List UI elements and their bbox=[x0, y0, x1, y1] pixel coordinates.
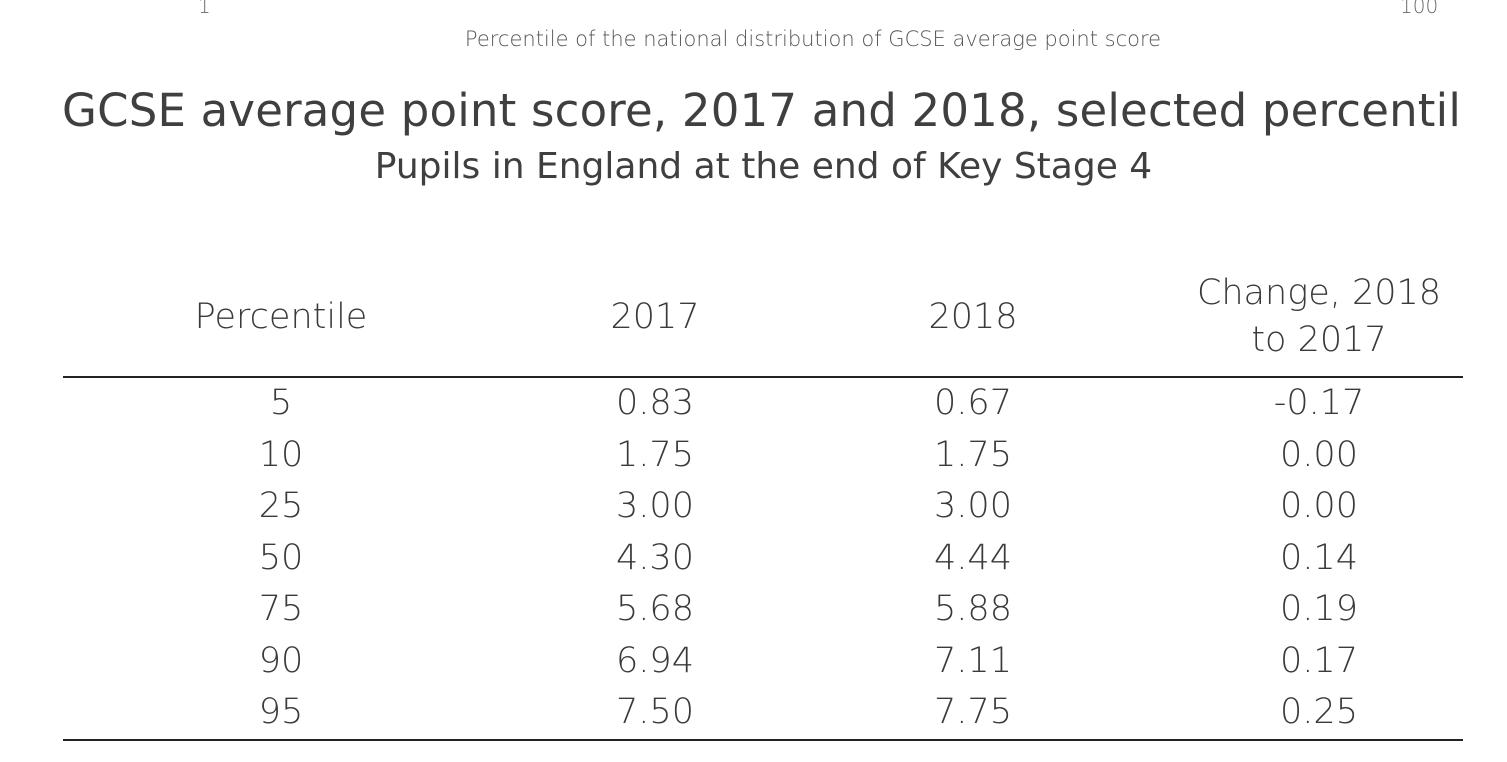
table-row: 5 0.83 0.67 -0.17 bbox=[63, 377, 1463, 430]
cell-2017: 0.83 bbox=[616, 383, 694, 424]
table-row: 75 5.68 5.88 0.19 bbox=[63, 584, 1463, 636]
cell-2018: 3.00 bbox=[934, 486, 1012, 527]
cell-2018: 4.44 bbox=[934, 537, 1012, 578]
page-subtitle: Pupils in England at the end of Key Stag… bbox=[374, 146, 1153, 187]
table-row: 90 6.94 7.11 0.17 bbox=[63, 636, 1463, 688]
cell-2018: 1.75 bbox=[934, 434, 1012, 475]
cell-2017: 5.68 bbox=[616, 589, 694, 630]
cell-2017: 4.30 bbox=[616, 537, 694, 578]
cell-percentile: 95 bbox=[63, 687, 499, 741]
cell-2018: 7.75 bbox=[811, 687, 1135, 741]
cell-change: 0.00 bbox=[1280, 486, 1358, 527]
header-change: Change, 2018 to 2017 bbox=[1135, 258, 1463, 378]
cell-change: -0.17 bbox=[1273, 383, 1365, 424]
table-row: 25 3.00 3.00 0.00 bbox=[63, 481, 1463, 533]
header-2018: 2018 bbox=[811, 258, 1135, 378]
table-header-row: Percentile 2017 2018 Change, 2018 to 201… bbox=[63, 258, 1463, 378]
cell-percentile: 90 bbox=[258, 640, 304, 681]
cell-2018: 7.11 bbox=[934, 640, 1012, 681]
percentile-table: Percentile 2017 2018 Change, 2018 to 201… bbox=[63, 258, 1463, 741]
axis-tick-min: 1 bbox=[198, 0, 211, 18]
cell-percentile: 25 bbox=[258, 486, 304, 527]
cell-2017: 1.75 bbox=[616, 434, 694, 475]
header-2017: 2017 bbox=[499, 258, 811, 378]
cell-percentile: 75 bbox=[258, 589, 304, 630]
cell-percentile: 10 bbox=[258, 434, 304, 475]
header-percentile: Percentile bbox=[63, 258, 499, 378]
cell-change: 0.14 bbox=[1280, 537, 1358, 578]
axis-tick-max: 100 bbox=[1400, 0, 1439, 18]
cell-2017: 7.50 bbox=[499, 687, 811, 741]
table-row: 50 4.30 4.44 0.14 bbox=[63, 533, 1463, 585]
cell-change: 0.00 bbox=[1280, 434, 1358, 475]
table-row: 10 1.75 1.75 0.00 bbox=[63, 430, 1463, 482]
cell-change: 0.25 bbox=[1135, 687, 1463, 741]
cell-2018: 5.88 bbox=[934, 589, 1012, 630]
cell-change: 0.17 bbox=[1280, 640, 1358, 681]
cell-change: 0.19 bbox=[1280, 589, 1358, 630]
axis-label: Percentile of the national distribution … bbox=[464, 27, 1162, 51]
table-row: 95 7.50 7.75 0.25 bbox=[63, 687, 1463, 741]
page-title: GCSE average point score, 2017 and 2018,… bbox=[62, 84, 1462, 137]
cell-2017: 3.00 bbox=[616, 486, 694, 527]
cell-percentile: 50 bbox=[258, 537, 304, 578]
cell-2017: 6.94 bbox=[616, 640, 694, 681]
cell-percentile: 5 bbox=[269, 383, 293, 424]
cell-2018: 0.67 bbox=[934, 383, 1012, 424]
